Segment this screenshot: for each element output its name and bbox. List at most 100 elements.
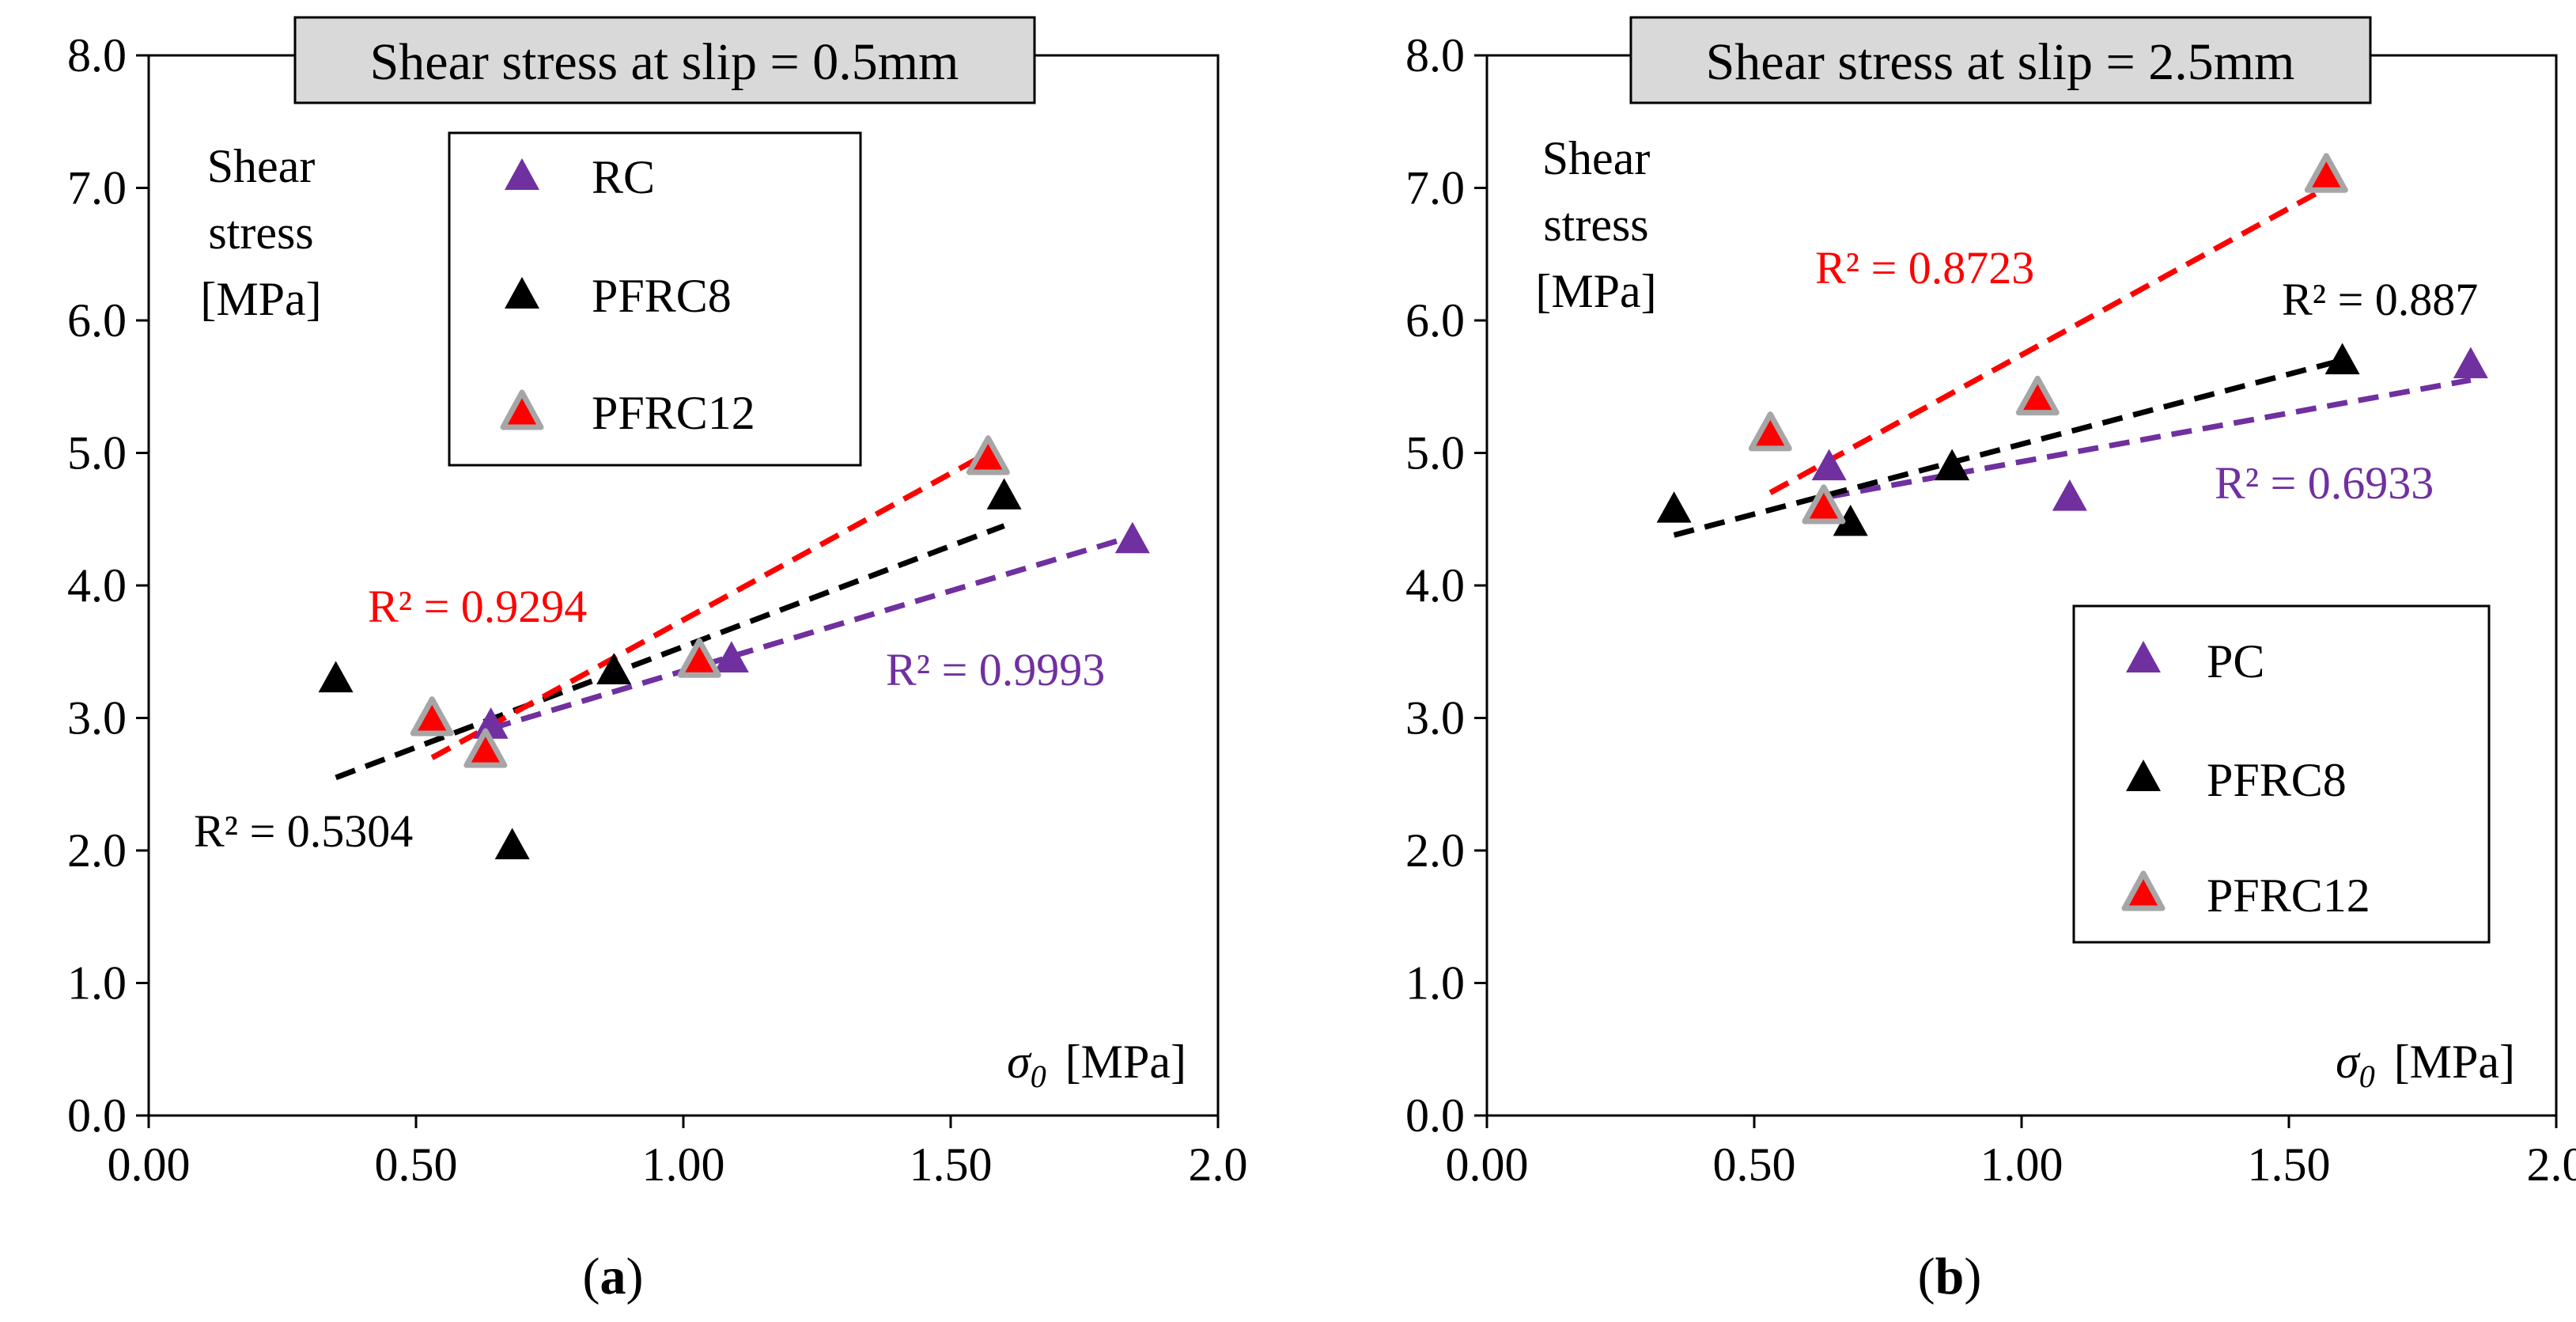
legend-label-pfrc12: PFRC12 xyxy=(2207,869,2370,922)
chart-title-box xyxy=(1629,16,2372,104)
data-point-pfrc12 xyxy=(2015,375,2060,416)
legend-marker-pfrc12 xyxy=(500,389,544,430)
x-tick-label: 1.00 xyxy=(1980,1138,2063,1191)
x-tick-label: 1.50 xyxy=(2248,1138,2331,1191)
y-tick-labels: 0.0 1.0 2.0 3.0 4.0 5.0 6.0 7.0 8.0 xyxy=(67,29,127,1142)
trendline-pfrc8 xyxy=(335,523,1005,781)
data-point-pfrc8 xyxy=(986,478,1022,509)
data-points xyxy=(1656,153,2488,536)
data-point-rc xyxy=(1114,521,1150,554)
y-tick-label: 5.0 xyxy=(1405,427,1465,479)
x-tick-labels: 0.00 0.50 1.00 1.50 2.0 xyxy=(1446,1138,2576,1191)
data-point-pfrc8 xyxy=(1833,504,1868,536)
y-tick-label: 5.0 xyxy=(67,427,127,479)
data-point-rc xyxy=(713,641,749,672)
y-tick-label: 7.0 xyxy=(67,162,127,214)
y-tick-label: 1.0 xyxy=(1405,957,1465,1009)
legend: RC PFRC8 PFRC12 xyxy=(448,131,862,467)
y-axis-label-line1: Shear xyxy=(207,140,316,192)
data-point-pfrc12 xyxy=(2304,153,2348,193)
y-tick-label: 6.0 xyxy=(1405,294,1465,347)
y-tick-label: 8.0 xyxy=(1405,29,1465,81)
x-tick-label: 2.0 xyxy=(1189,1138,1248,1191)
y-tick-label: 1.0 xyxy=(67,957,127,1009)
data-point-pfrc8 xyxy=(1935,449,1970,481)
r2-label-pfrc8: R² = 0.887 xyxy=(2282,274,2478,325)
data-point-pfrc12 xyxy=(1802,484,1846,525)
r2-label-pc: R² = 0.6933 xyxy=(2215,457,2434,509)
r2-label-pfrc8: R² = 0.5304 xyxy=(194,805,413,857)
x-axis-label: σ0 [MPa] xyxy=(1007,1036,1186,1094)
y-axis-label-line1: Shear xyxy=(1542,132,1651,184)
y-axis-label-line2: stress xyxy=(208,206,313,259)
trendlines xyxy=(1673,185,2472,538)
legend: PC PFRC8 PFRC12 xyxy=(2072,604,2491,944)
data-point-rc xyxy=(473,707,509,739)
y-tick-label: 3.0 xyxy=(1405,692,1465,744)
legend-marker-pc xyxy=(2126,641,2161,672)
r2-label-rc: R² = 0.9993 xyxy=(886,644,1105,695)
data-point-pfrc8 xyxy=(318,661,354,693)
trendline-pfrc12 xyxy=(430,450,990,760)
x-tick-label: 0.00 xyxy=(1446,1138,1529,1191)
x-axis-label: σ0 [MPa] xyxy=(2336,1036,2515,1094)
y-tick-label: 4.0 xyxy=(67,559,127,612)
trendline-pfrc8 xyxy=(1673,357,2343,538)
x-tick-label: 0.00 xyxy=(108,1138,191,1191)
data-points xyxy=(318,435,1150,860)
data-point-pc xyxy=(2052,479,2087,511)
y-tick-labels: 0.0 1.0 2.0 3.0 4.0 5.0 6.0 7.0 8.0 xyxy=(1405,29,1465,1142)
data-point-pfrc12 xyxy=(1748,411,1792,452)
legend-marker-rc xyxy=(505,158,539,190)
y-tick-label: 8.0 xyxy=(67,29,127,81)
r2-label-pfrc12: R² = 0.9294 xyxy=(368,581,587,632)
legend-label-pfrc8: PFRC8 xyxy=(2207,754,2347,806)
chart-panel-a: 0.0 1.0 2.0 3.0 4.0 5.0 6.0 7.0 8.0 0.00 0.50 1.00… xyxy=(67,16,1248,1305)
y-tick-label: 7.0 xyxy=(1405,162,1465,214)
trendline-pfrc12 xyxy=(1768,185,2328,495)
x-tick-labels: 0.00 0.50 1.00 1.50 2.0 xyxy=(108,1138,1248,1191)
axis-ticks xyxy=(1474,54,2558,1128)
r2-label-pfrc12: R² = 0.8723 xyxy=(1815,242,2034,294)
panel-label-a: (a) xyxy=(583,1248,644,1305)
x-tick-label: 0.50 xyxy=(375,1138,458,1191)
x-tick-label: 2.0 xyxy=(2527,1138,2576,1191)
y-axis-label-line3: [MPa] xyxy=(200,273,321,325)
legend-label-pfrc8: PFRC8 xyxy=(592,270,732,322)
data-point-pfrc12 xyxy=(410,696,454,737)
y-tick-label: 3.0 xyxy=(67,692,127,744)
y-tick-label: 0.0 xyxy=(67,1089,127,1142)
y-axis-label-line2: stress xyxy=(1543,199,1648,251)
y-tick-label: 2.0 xyxy=(67,824,127,877)
data-point-pfrc8 xyxy=(2324,343,2360,375)
y-tick-label: 6.0 xyxy=(67,294,127,347)
legend-label-rc: RC xyxy=(592,151,655,203)
trendlines xyxy=(335,450,1133,781)
legend-label-pfrc12: PFRC12 xyxy=(592,387,755,439)
axis-ticks xyxy=(136,54,1220,1128)
legend-label-pc: PC xyxy=(2207,635,2264,688)
legend-marker-pfrc8 xyxy=(505,277,539,309)
data-point-pfrc8 xyxy=(596,653,632,685)
x-tick-label: 0.50 xyxy=(1713,1138,1796,1191)
y-tick-label: 0.0 xyxy=(1405,1089,1465,1142)
data-point-pfrc12 xyxy=(463,728,508,768)
y-tick-label: 4.0 xyxy=(1405,559,1465,612)
data-point-pc xyxy=(1811,449,1847,481)
data-point-pc xyxy=(2453,347,2488,379)
trendline-pc xyxy=(1829,377,2472,500)
panel-label-b: (b) xyxy=(1918,1248,1982,1305)
chart-panel-b: 0.0 1.0 2.0 3.0 4.0 5.0 6.0 7.0 8.0 0.00 0.50 1.00… xyxy=(1405,16,2576,1305)
chart-title: Shear stress at slip = 0.5mm xyxy=(370,33,959,91)
data-point-pfrc8 xyxy=(1656,491,1692,523)
legend-marker-pfrc8 xyxy=(2126,759,2161,791)
data-point-pfrc8 xyxy=(494,828,530,860)
x-tick-label: 1.00 xyxy=(642,1138,725,1191)
data-point-pfrc12 xyxy=(966,435,1010,475)
legend-marker-pfrc12 xyxy=(2121,870,2166,911)
y-tick-label: 2.0 xyxy=(1405,824,1465,877)
trendline-rc xyxy=(490,533,1133,732)
data-point-pfrc12 xyxy=(677,638,721,678)
y-axis-label-line3: [MPa] xyxy=(1535,265,1656,317)
